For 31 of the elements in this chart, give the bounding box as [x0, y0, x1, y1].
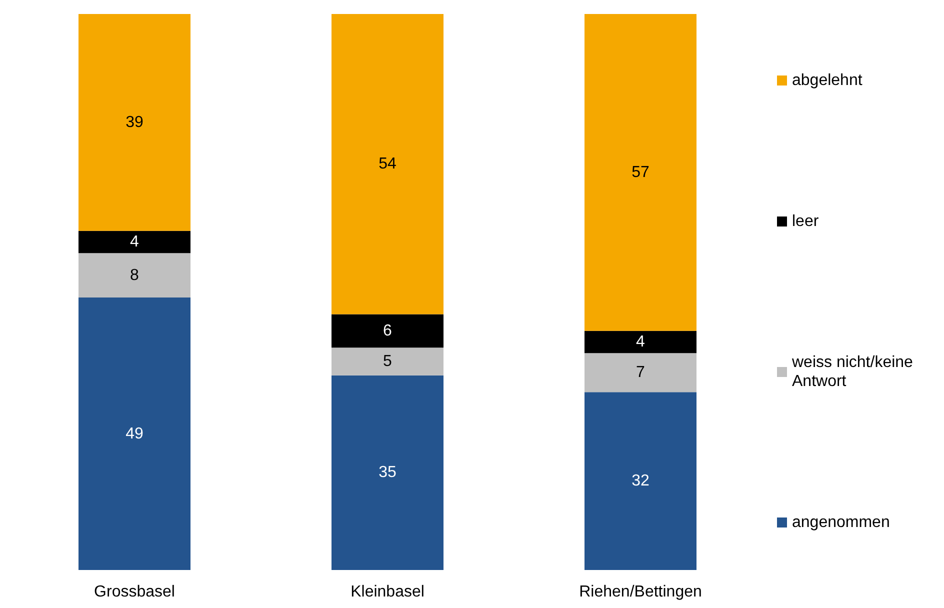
legend-label: weiss nicht/keine Antwort — [791, 354, 918, 390]
bar — [332, 348, 444, 376]
bar — [332, 314, 444, 348]
data-label: 32 — [632, 472, 650, 490]
legend-label: abgelehnt — [792, 72, 863, 89]
bar — [78, 230, 190, 254]
data-label: 4 — [130, 233, 140, 250]
data-label: 8 — [130, 266, 140, 284]
bar — [78, 14, 190, 231]
data-label: 6 — [383, 322, 392, 340]
data-label: 7 — [636, 364, 646, 382]
bar — [78, 253, 190, 298]
bar — [584, 14, 696, 331]
data-label: 5 — [383, 353, 392, 370]
x-tick-label: Kleinbasel — [350, 584, 424, 600]
data-label: 54 — [378, 156, 396, 173]
data-label: 4 — [636, 334, 646, 351]
bar — [584, 353, 696, 392]
bar — [78, 298, 190, 570]
data-label: 49 — [126, 425, 144, 442]
legend-label: angenommen — [792, 514, 890, 531]
bar — [332, 14, 444, 314]
bar — [584, 330, 696, 354]
bar — [584, 392, 696, 570]
bar — [332, 375, 444, 570]
data-label: 35 — [378, 464, 396, 482]
legend-label: leer — [792, 213, 820, 230]
data-label: 57 — [632, 164, 650, 181]
x-tick-label: Grossbasel — [94, 584, 175, 600]
data-label: 39 — [126, 114, 144, 131]
x-tick-label: Riehen/Bettingen — [579, 584, 702, 600]
